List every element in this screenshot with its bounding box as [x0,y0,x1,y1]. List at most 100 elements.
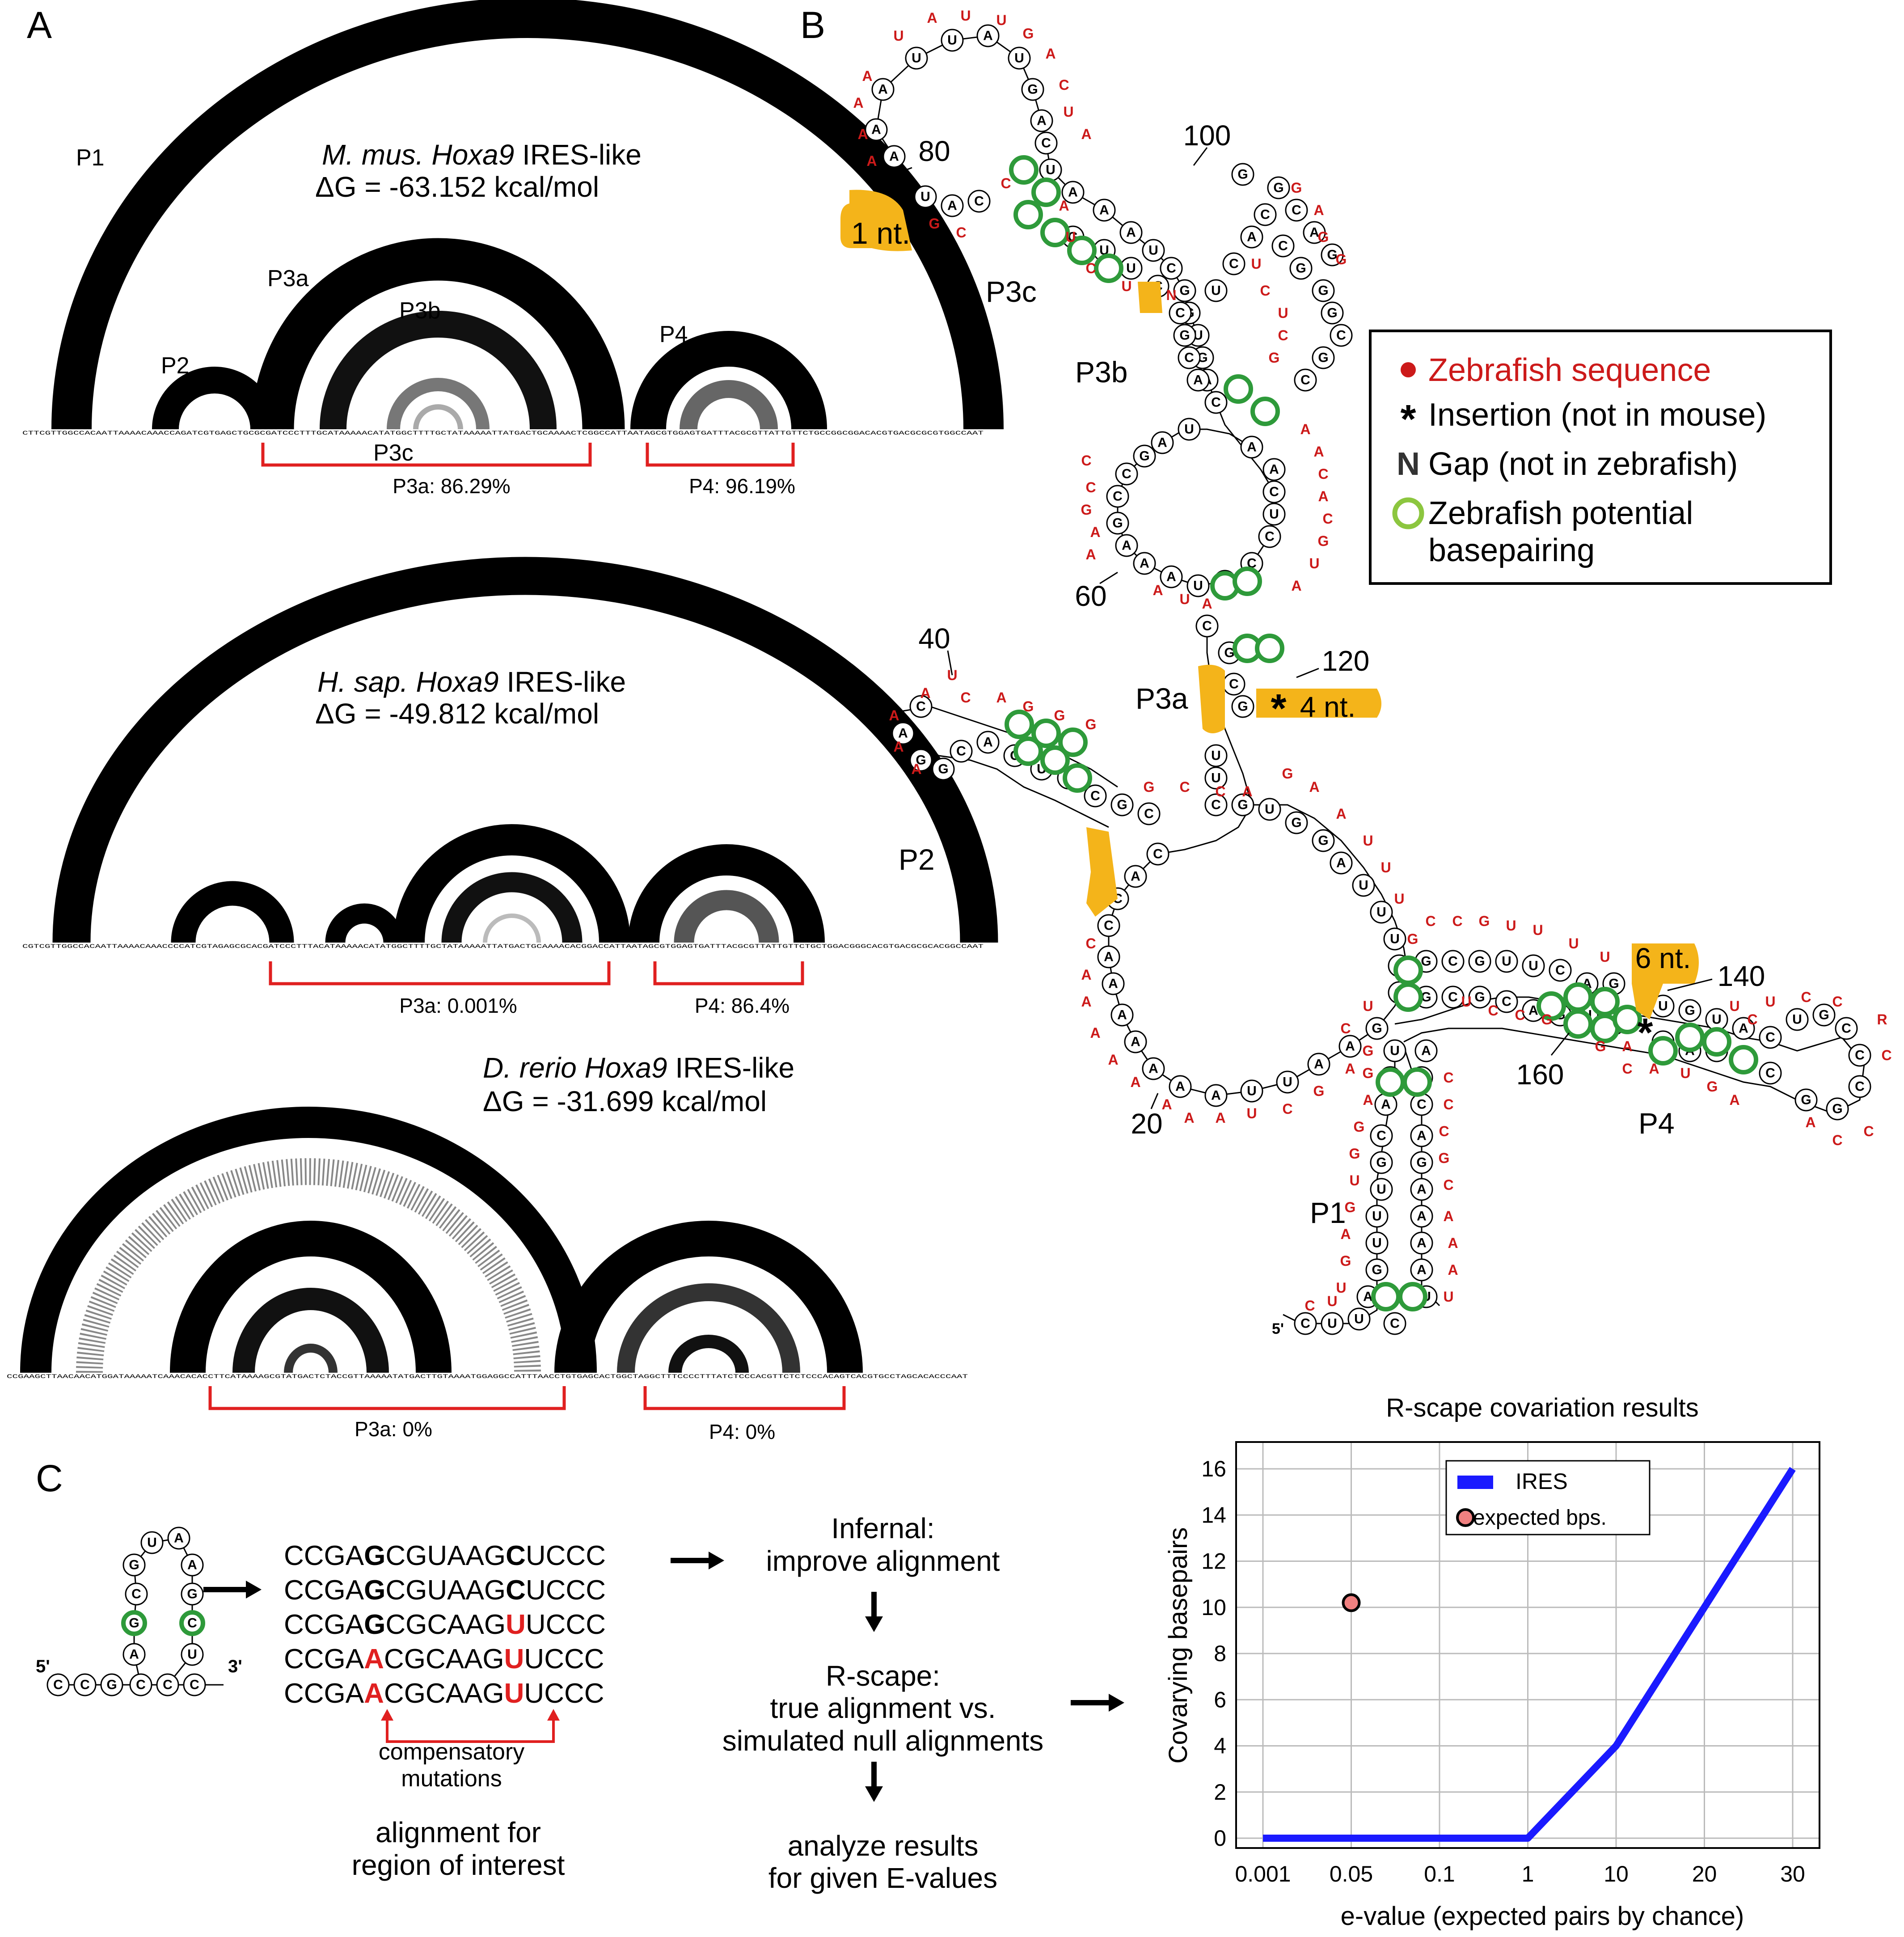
nucleotide [1826,1097,1849,1121]
nucleotide [976,731,1000,754]
nucleotide [1097,914,1120,937]
nucleotide [1124,865,1147,888]
nucleotide-letter: C [1144,807,1154,821]
basepair-ring [1398,1282,1427,1311]
nucleotide-letter: A [1175,1079,1185,1094]
nucleotide-letter: G [916,753,926,768]
nucleotide [1021,78,1044,101]
nucleotide [1186,574,1210,597]
alignment-caption-1: alignment for [376,1816,541,1848]
zebrafish-nucleotide: A [866,153,877,169]
nucleotide-letter: A [878,82,888,97]
hairpin-letter: A [174,1531,184,1546]
nucleotide [1441,950,1465,973]
zebrafish-nucleotide: R [1877,1011,1887,1028]
nucleotide [1383,1312,1406,1335]
alignment-row: CCGAACGCAAGUUCCC [284,1678,604,1709]
zebrafish-nucleotide: A [1085,546,1096,562]
nucleotide-letter: C [1113,489,1123,504]
arc-p4-inner [680,380,778,430]
arc-label-p2: P2 [161,353,190,379]
hairpin-nucleotide [125,1582,148,1606]
zebrafish-nucleotide: G [1023,698,1034,715]
hairpin-nucleotide [181,1643,204,1666]
nucleotide [1365,1231,1389,1255]
zebrafish-nucleotide: U [1729,998,1739,1014]
nucleotide [1262,480,1286,503]
basepair-ring [1376,1067,1405,1097]
nucleotide [1204,766,1228,790]
nucleotide [1231,793,1254,816]
zebrafish-nucleotide: G [1340,1253,1351,1269]
zebrafish-nucleotide: U [1680,1065,1690,1081]
alignment-row: CCGAACGCAAGUUCCC [284,1644,604,1675]
basepair-ring [1563,1009,1593,1039]
nucleotide [1495,990,1518,1013]
tick-60 [1099,571,1118,584]
zebrafish-nucleotide: U [1765,994,1775,1010]
zebrafish-nucleotide: C [1305,1298,1315,1314]
basepair-ring [1590,987,1620,1016]
nucleotide-letter: A [1037,114,1047,128]
nucleotide-letter: U [1327,1316,1337,1331]
tick-160 [1550,1032,1570,1056]
stem-label-p3a: P3a [1136,682,1188,715]
human-title: H. sap. Hoxa9 IRES-like [317,666,626,698]
zebrafish-nucleotide: A [1090,524,1100,540]
arc-h-p3c [483,914,541,943]
number-20: 20 [1131,1108,1162,1140]
hairpin-letter: U [187,1647,197,1662]
zebrafish-nucleotide: G [1269,350,1280,366]
basepair-ring [1233,567,1262,596]
nucleotide-letter: A [1363,1290,1373,1304]
bracket-p3a-mouse [261,443,592,467]
zebrafish-nucleotide: A [1649,1061,1659,1077]
nucleotide-letter: U [1014,51,1024,66]
y-tick-label: 10 [1201,1595,1226,1620]
nucleotide-letter: U [1792,1012,1802,1027]
zebrafish-nucleotide: U [1443,1289,1453,1305]
nucleotide [1370,901,1393,924]
step-analyze-1: analyze results [788,1830,979,1862]
zebrafish-nucleotide: G [1144,779,1155,795]
zebrafish-nucleotide: N [1166,287,1176,303]
nucleotide-letter: A [947,199,957,213]
nucleotide [1276,1070,1299,1094]
nucleotide-letter: A [1131,869,1140,884]
arc-label-p3c: P3c [373,440,414,466]
nucleotide-letter: U [1126,261,1136,276]
hairpin-letter: G [187,1587,197,1602]
nucleotide-letter: C [1260,207,1270,222]
backbone-upper [875,35,1275,587]
nucleotide [1151,431,1174,454]
tick-100 [1193,147,1208,166]
nucleotide-letter: G [1179,283,1190,298]
nucleotide [1061,181,1085,204]
nucleotide [1321,1312,1344,1335]
legend-insertion: Insertion (not in mouse) [1428,397,1766,433]
zebrafish-nucleotide: G [1054,707,1065,723]
y-tick-label: 2 [1214,1780,1226,1805]
nucleotide [1383,1039,1406,1062]
nucleotide-letter: G [1197,351,1207,365]
hairpin-nucleotide [183,1673,206,1696]
hairpin-letter: C [190,1678,199,1692]
zebrafish-nucleotide: U [1363,833,1373,849]
basepair-ring [1393,982,1423,1012]
hairpin-nucleotide [100,1673,123,1696]
nucleotide [1254,203,1277,226]
hairpin-five-prime: 5' [36,1657,50,1676]
nucleotide [1142,239,1165,262]
nucleotide-letter: C [974,194,984,209]
zebrafish-nucleotide: U [1532,922,1543,938]
legend-gap: Gap (not in zebrafish) [1428,446,1738,482]
nucleotide-letter: C [1855,1079,1865,1094]
legend-box: Zebrafish sequence * Insertion (not in m… [1369,330,1832,585]
zebrafish-nucleotide: A [1340,1226,1351,1242]
zebrafish-nucleotide: C [1443,1070,1453,1086]
zebrafish-nucleotide: G [1363,1065,1374,1081]
nucleotide-letter: U [1184,422,1194,437]
hairpin-letter: A [187,1558,197,1573]
nucleotide [1110,1003,1134,1027]
zebrafish-nucleotide: A [1161,1096,1172,1112]
